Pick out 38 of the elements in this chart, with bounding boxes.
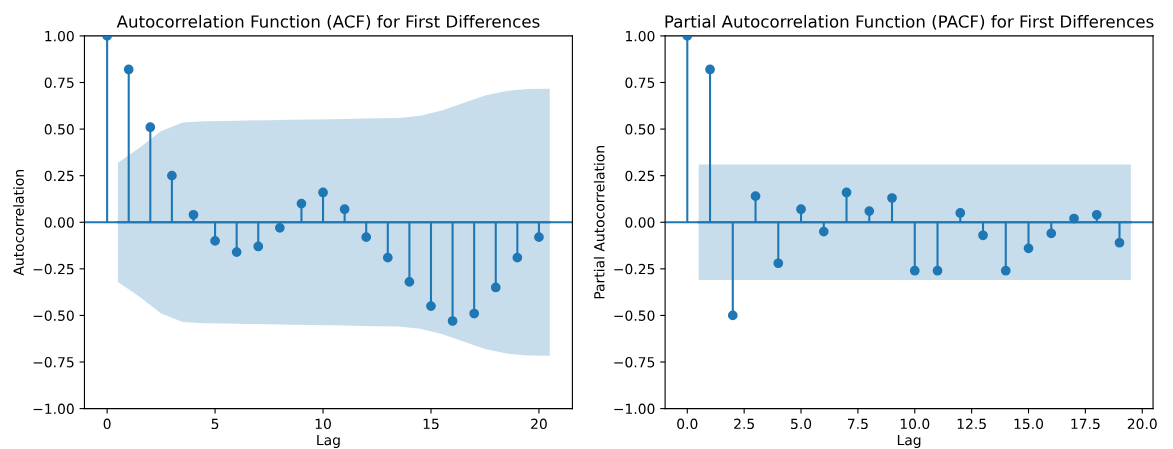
y-tick-label: 0.25	[625, 170, 655, 182]
x-tick-label: 15	[423, 418, 439, 430]
y-tick-label: −0.75	[33, 356, 74, 368]
x-tick-label: 2.5	[734, 418, 754, 430]
y-tick-label: 0.25	[44, 170, 74, 182]
y-tick-label: 0.50	[625, 124, 655, 135]
y-tick-label: −1.00	[614, 403, 655, 415]
y-tick-label: −0.50	[33, 310, 74, 321]
y-tick-label: 0.75	[625, 77, 655, 88]
x-tick-label: 20.0	[1127, 418, 1157, 430]
x-axis-title: Lag	[317, 434, 340, 448]
y-tick-label: −0.75	[614, 356, 655, 368]
chart-title: Partial Autocorrelation Function (PACF) for First Differences	[665, 14, 1154, 30]
x-tick-label: 0	[103, 418, 111, 430]
x-tick-label: 17.5	[1071, 418, 1100, 430]
x-tick-label: 15.0	[1014, 418, 1044, 430]
y-tick-label: 0.50	[44, 124, 74, 135]
x-tick-label: 10.0	[900, 418, 930, 430]
x-axis-title: Lag	[897, 434, 921, 448]
x-tick-label: 12.5	[957, 418, 986, 430]
chart-title: Autocorrelation Function (ACF) for First Differences	[116, 14, 540, 30]
x-tick-label: 0.0	[677, 418, 698, 430]
x-tick-label: 20	[531, 418, 547, 430]
y-tick-label: 1.00	[45, 30, 74, 42]
y-tick-label: 1.00	[625, 30, 655, 42]
x-tick-label: 10	[315, 418, 331, 430]
x-tick-label: 7.5	[848, 418, 868, 430]
y-tick-label: −0.50	[614, 310, 655, 321]
x-tick-label: 5.0	[791, 418, 812, 430]
y-tick-label: 0.00	[44, 217, 74, 228]
y-tick-label: −1.00	[33, 403, 74, 415]
y-tick-label: −0.25	[614, 263, 655, 275]
y-tick-label: 0.75	[44, 77, 74, 88]
y-tick-label: −0.25	[33, 263, 74, 275]
y-tick-label: 0.00	[625, 217, 655, 228]
y-axis-title: Autocorrelation	[13, 170, 24, 276]
x-tick-label: 5	[211, 418, 219, 430]
y-axis-title: Partial Autocorrelation	[593, 146, 605, 299]
